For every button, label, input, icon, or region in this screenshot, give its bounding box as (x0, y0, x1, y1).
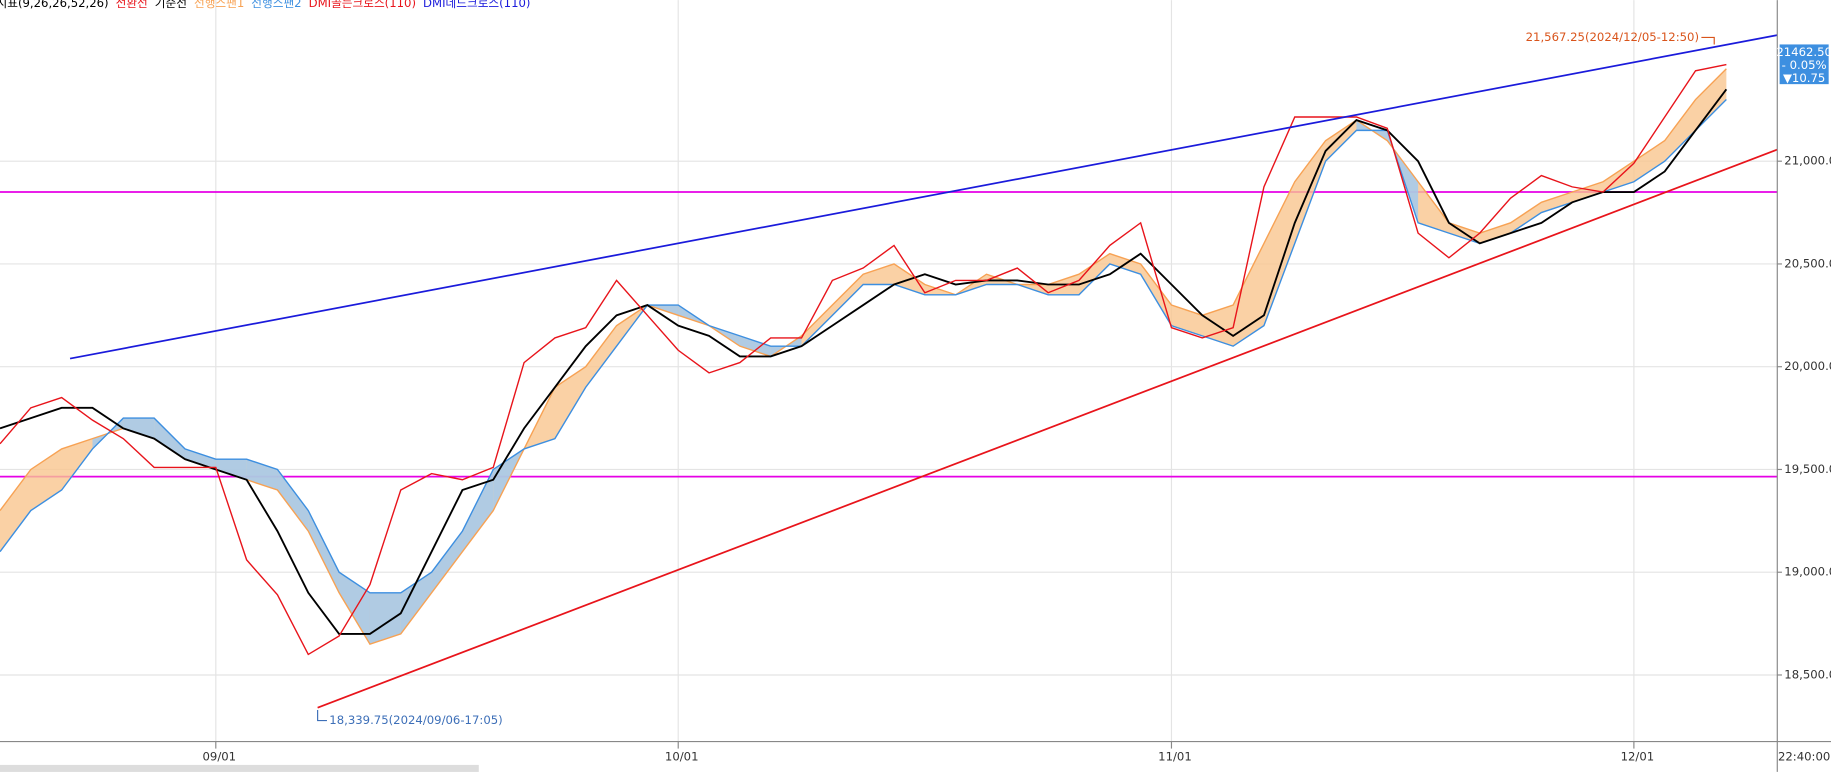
cloud-fill (0, 68, 1727, 645)
resistance-trendline (69, 34, 1778, 360)
scrollbar[interactable] (0, 764, 479, 772)
cloud-fill-bear (277, 469, 309, 532)
x-tick-label: 12/01 (1621, 749, 1655, 763)
legend: 지표(9,26,26,52,26) 전환선 기준선 선행스팬1 선행스팬2 DMI골든크로… (0, 0, 530, 10)
cloud-fill-bear (123, 418, 155, 439)
cloud-fill-bear (184, 448, 216, 470)
legend-entry: DMI골든크로스(110) (309, 0, 416, 10)
cloud-fill-bear (308, 510, 340, 593)
legend-entry: 기준선 (155, 0, 187, 10)
x-tick-label: 10/01 (665, 749, 699, 763)
legend-entry: 선행스팬1 (194, 0, 244, 10)
price-tag-price: 21462.50 (1776, 45, 1831, 59)
series-line (0, 99, 1727, 594)
price-tag-pct: - 0.05% (1782, 58, 1827, 72)
series-line (0, 63, 1727, 656)
support-trendline (317, 148, 1778, 709)
cloud-fill-bear (215, 459, 247, 480)
price-tag (1779, 44, 1829, 85)
lines (0, 63, 1728, 656)
series-line (0, 88, 1728, 635)
legend-entry: 지표(9,26,26,52,26) (0, 0, 109, 10)
high-pointer (1701, 36, 1715, 45)
time-label: 22:40:00 (1778, 749, 1830, 763)
legend-entry: DMI데드크로스(110) (423, 0, 530, 10)
high-annotation: 21,567.25(2024/12/05-12:50) (1526, 30, 1699, 44)
plot-area (0, 0, 1777, 742)
y-tick-label: 19,000.00 (1784, 565, 1831, 579)
legend-entry: 선행스팬2 (251, 0, 301, 10)
y-tick-label: 18,500.00 (1784, 667, 1831, 681)
cloud-fill-bear (154, 418, 185, 460)
legend-entry: 전환선 (116, 0, 148, 10)
cloud-fill-bear (339, 572, 370, 645)
cloud-fill-bear (369, 592, 401, 645)
price-tag-change: ▼10.75 (1783, 71, 1825, 85)
cloud-fill-bear (462, 469, 494, 552)
cloud-fill-bear (431, 531, 463, 593)
low-annotation: 18,339.75(2024/09/06-17:05) (329, 713, 502, 727)
y-tick-label: 20,500.00 (1784, 256, 1831, 270)
y-tick-label: 21,000.00 (1784, 154, 1831, 168)
cloud-fill-bear (739, 335, 771, 357)
x-tick-label: 09/01 (203, 749, 237, 763)
low-pointer (317, 710, 327, 722)
y-tick-label: 19,500.00 (1784, 462, 1831, 476)
series-line (0, 68, 1727, 646)
x-tick-label: 11/01 (1158, 749, 1192, 763)
y-tick-label: 20,000.00 (1784, 359, 1831, 373)
